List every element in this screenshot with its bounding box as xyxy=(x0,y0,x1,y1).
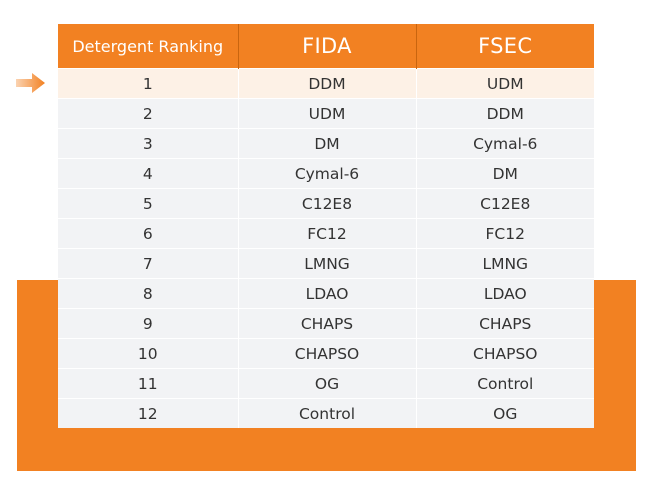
fsec-cell: FC12 xyxy=(415,218,594,249)
fsec-cell: OG xyxy=(415,398,594,428)
rank-cell: 11 xyxy=(58,368,238,399)
rank-cell: 6 xyxy=(58,218,238,249)
fsec-cell: CHAPSO xyxy=(415,338,594,369)
fida-cell: OG xyxy=(237,368,416,399)
fida-cell: Control xyxy=(237,398,416,428)
fida-cell: DM xyxy=(237,128,416,159)
rank-cell: 1 xyxy=(58,68,238,99)
fsec-cell: Cymal-6 xyxy=(415,128,594,159)
fida-cell: CHAPSO xyxy=(237,338,416,369)
fida-cell: LDAO xyxy=(237,278,416,309)
table-row: 1 DDM UDM xyxy=(58,68,594,99)
detergent-ranking-table: Detergent Ranking FIDA FSEC 1 DDM UDM 2 UDM D… xyxy=(58,24,594,428)
fida-cell: FC12 xyxy=(237,218,416,249)
table-row: 3 DM Cymal-6 xyxy=(58,128,594,159)
table-row: 11 OG Control xyxy=(58,368,594,399)
fida-cell: LMNG xyxy=(237,248,416,279)
fsec-cell: C12E8 xyxy=(415,188,594,219)
table-row: 4 Cymal-6 DM xyxy=(58,158,594,189)
table-row: 5 C12E8 C12E8 xyxy=(58,188,594,219)
table-row: 7 LMNG LMNG xyxy=(58,248,594,279)
rank-cell: 10 xyxy=(58,338,238,369)
fida-cell: C12E8 xyxy=(237,188,416,219)
rank-cell: 5 xyxy=(58,188,238,219)
arrow-right-icon xyxy=(16,73,45,93)
fsec-cell: DDM xyxy=(415,98,594,129)
rank-cell: 3 xyxy=(58,128,238,159)
fsec-cell: LMNG xyxy=(415,248,594,279)
table-row: 6 FC12 FC12 xyxy=(58,218,594,249)
table-row: 8 LDAO LDAO xyxy=(58,278,594,309)
header-fida: FIDA xyxy=(237,24,416,69)
fsec-cell: DM xyxy=(415,158,594,189)
table-header-row: Detergent Ranking FIDA FSEC xyxy=(58,24,594,69)
fida-cell: Cymal-6 xyxy=(237,158,416,189)
fsec-cell: LDAO xyxy=(415,278,594,309)
fida-cell: DDM xyxy=(237,68,416,99)
header-fsec: FSEC xyxy=(415,24,594,69)
rank-cell: 12 xyxy=(58,398,238,428)
fsec-cell: Control xyxy=(415,368,594,399)
fida-cell: CHAPS xyxy=(237,308,416,339)
fida-cell: UDM xyxy=(237,98,416,129)
rank-cell: 2 xyxy=(58,98,238,129)
rank-cell: 9 xyxy=(58,308,238,339)
table-row: 12 Control OG xyxy=(58,398,594,428)
rank-cell: 8 xyxy=(58,278,238,309)
table-row: 2 UDM DDM xyxy=(58,98,594,129)
rank-cell: 7 xyxy=(58,248,238,279)
fsec-cell: UDM xyxy=(415,68,594,99)
fsec-cell: CHAPS xyxy=(415,308,594,339)
header-detergent-ranking: Detergent Ranking xyxy=(58,24,238,69)
rank-cell: 4 xyxy=(58,158,238,189)
table-row: 9 CHAPS CHAPS xyxy=(58,308,594,339)
table-row: 10 CHAPSO CHAPSO xyxy=(58,338,594,369)
